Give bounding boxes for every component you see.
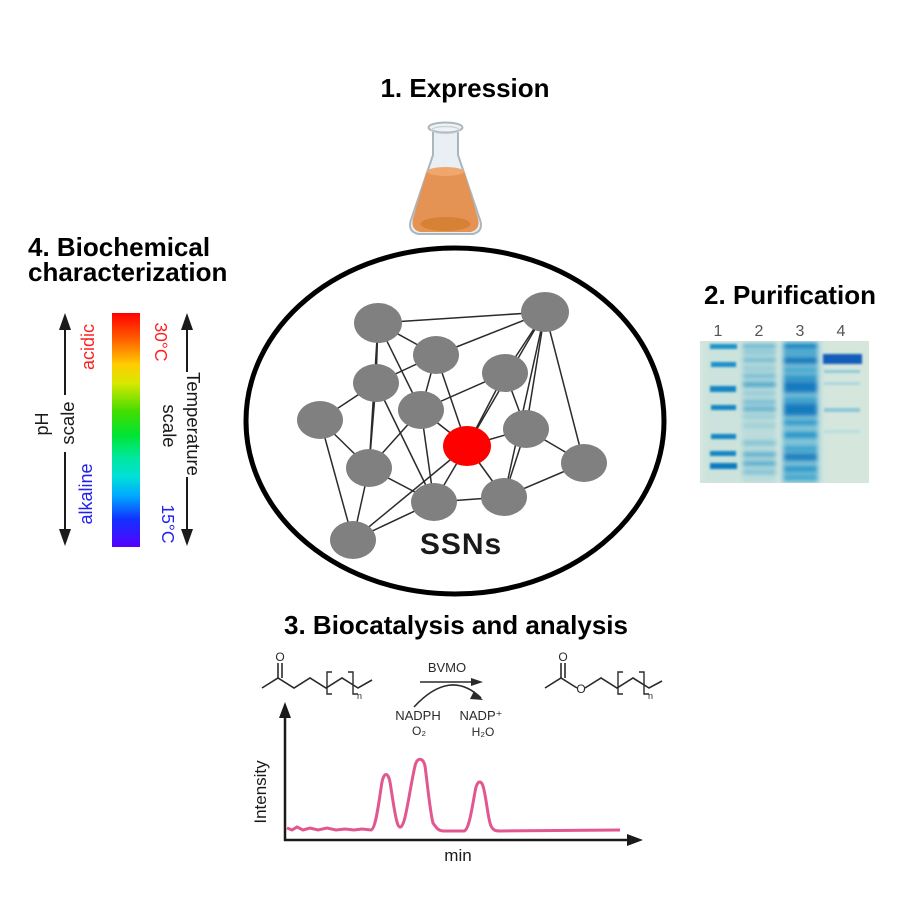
- svg-text:NADP⁺: NADP⁺: [460, 708, 503, 723]
- svg-text:acidic: acidic: [78, 324, 98, 370]
- svg-text:O: O: [558, 650, 567, 664]
- svg-text:n: n: [357, 691, 362, 701]
- svg-text:characterization: characterization: [28, 257, 227, 287]
- svg-text:SSNs: SSNs: [420, 528, 502, 561]
- svg-text:1: 1: [714, 323, 723, 340]
- svg-text:O: O: [275, 650, 284, 664]
- svg-text:O₂: O₂: [412, 724, 426, 738]
- svg-text:NADPH: NADPH: [395, 708, 441, 723]
- svg-text:scale: scale: [57, 401, 78, 444]
- svg-text:H₂O: H₂O: [472, 725, 495, 739]
- svg-text:Intensity: Intensity: [251, 760, 270, 824]
- svg-text:4. Biochemical: 4. Biochemical: [28, 232, 210, 262]
- svg-text:2. Purification: 2. Purification: [704, 280, 876, 310]
- svg-text:O: O: [576, 682, 585, 696]
- svg-text:3. Biocatalysis and analysis: 3. Biocatalysis and analysis: [284, 610, 628, 640]
- svg-text:15°C: 15°C: [158, 504, 178, 543]
- svg-text:3: 3: [796, 323, 805, 340]
- svg-text:pH: pH: [32, 412, 52, 435]
- svg-text:Temperature: Temperature: [183, 372, 204, 476]
- svg-text:alkaline: alkaline: [76, 463, 96, 524]
- svg-text:min: min: [444, 846, 471, 865]
- svg-text:4: 4: [837, 323, 846, 340]
- svg-text:1. Expression: 1. Expression: [380, 73, 549, 103]
- svg-text:30°C: 30°C: [151, 322, 171, 361]
- svg-text:2: 2: [755, 323, 764, 340]
- svg-text:scale: scale: [159, 404, 180, 447]
- svg-text:BVMO: BVMO: [428, 660, 466, 675]
- svg-text:n: n: [648, 691, 653, 701]
